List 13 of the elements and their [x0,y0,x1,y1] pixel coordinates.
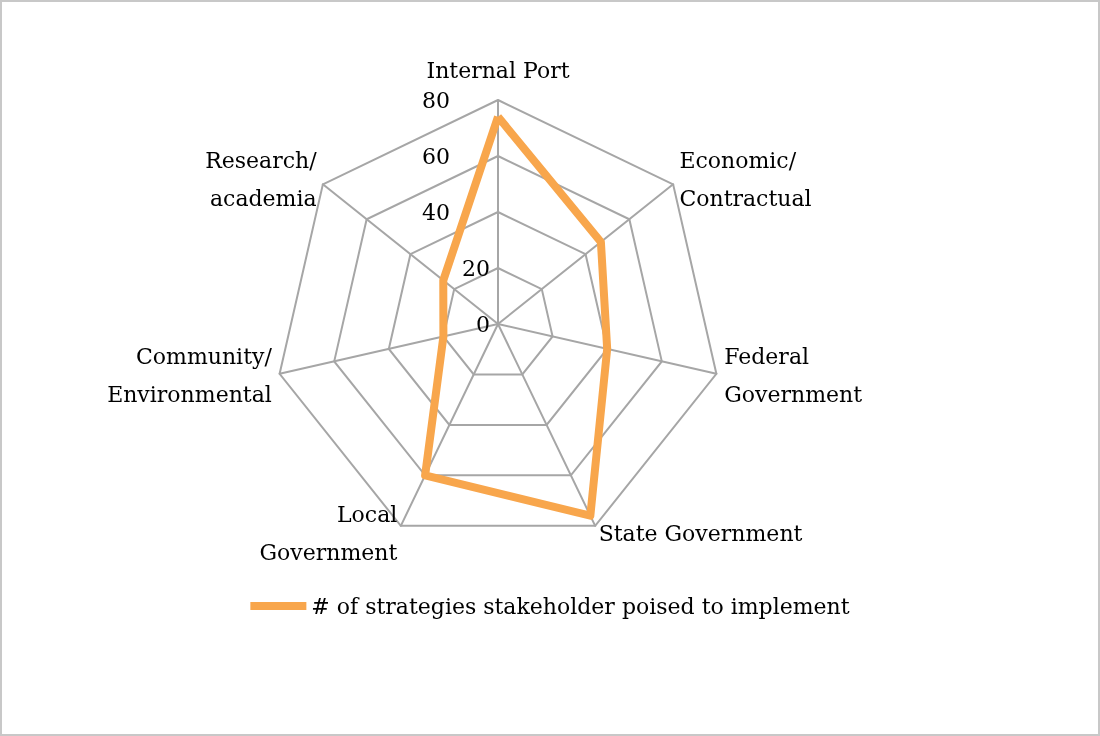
y-tick-label: 80 [422,87,450,113]
legend-label: # of strategies stakeholder poised to implement [311,593,850,619]
spoke-label: Federal Government [724,344,863,408]
y-tick-label: 60 [422,143,450,169]
spoke-label: State Government [598,520,803,546]
y-tick-label: 0 [476,311,490,337]
spoke-label: Internal Port [426,57,570,83]
spoke-label: Economic/ Contractual [679,147,812,211]
spoke-label: Local Government [259,501,398,565]
spoke-label: Research/ academia [205,147,318,211]
y-tick-label: 20 [462,255,490,281]
spoke-label: Community/ Environmental [107,344,273,408]
y-tick-label: 40 [422,199,450,225]
